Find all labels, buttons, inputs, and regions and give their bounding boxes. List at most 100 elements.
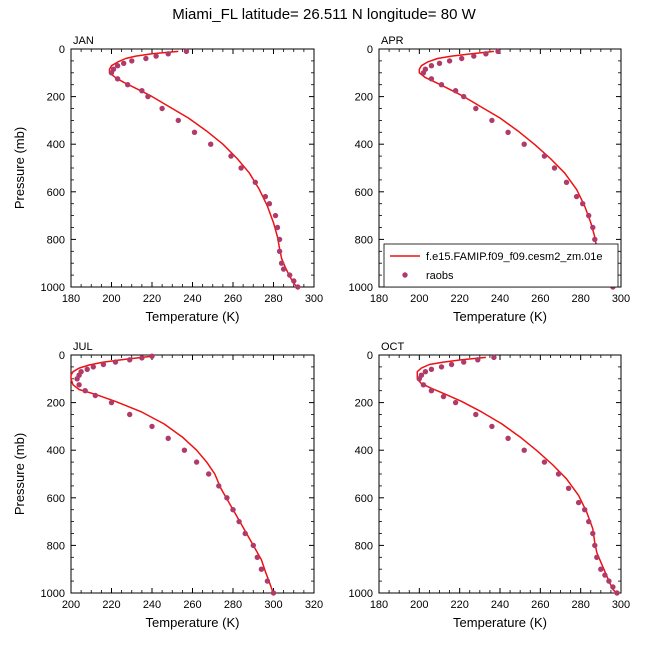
panel-jul-ytick-label: 400 bbox=[47, 445, 65, 457]
panel-jul-raobs-point bbox=[206, 471, 212, 477]
panel-apr-raobs-point bbox=[446, 58, 453, 64]
panel-oct-xtick-label: 280 bbox=[571, 599, 589, 611]
panel-apr-raobs-point bbox=[495, 48, 501, 55]
panel-jan-raobs-point bbox=[295, 284, 301, 290]
panel-oct-raobs-point bbox=[505, 435, 511, 441]
panel-oct-raobs-point bbox=[422, 369, 429, 375]
panel-jan-xtick-label: 240 bbox=[183, 293, 201, 305]
panel-oct-raobs-point bbox=[452, 399, 459, 406]
panel-jan-raobs-point bbox=[114, 62, 121, 69]
panel-jul-ytick-label: 1000 bbox=[41, 588, 65, 600]
panel-jul-raobs-point bbox=[250, 542, 256, 549]
panel-apr-raobs-point bbox=[573, 193, 580, 200]
panel-apr-raobs-point bbox=[592, 236, 598, 243]
panel-jul-raobs-point bbox=[254, 554, 260, 560]
panel-jan-raobs-point bbox=[139, 88, 145, 94]
panel-jan-ytick-label: 600 bbox=[47, 187, 65, 199]
panel-apr-xtick-label: 180 bbox=[370, 293, 388, 305]
panel-apr-xtick-label: 280 bbox=[571, 293, 589, 305]
panel-oct-raobs-point bbox=[586, 518, 592, 525]
panel-jan-raobs-point bbox=[183, 48, 190, 55]
panel-jul-ytick-label: 600 bbox=[47, 493, 65, 505]
panel-oct-ytick-label: 400 bbox=[355, 445, 373, 457]
panel-jul-model-line bbox=[70, 355, 275, 594]
panel-jul-xtick-label: 200 bbox=[62, 599, 80, 611]
panel-apr-raobs-point bbox=[505, 129, 511, 135]
panel-apr-xlabel: Temperature (K) bbox=[453, 309, 547, 324]
panel-jan-xtick-label: 300 bbox=[305, 293, 323, 305]
panel-jan-raobs-point bbox=[175, 117, 181, 124]
panel-jan-xtick-label: 280 bbox=[264, 293, 282, 305]
panel-oct-model-line bbox=[416, 356, 618, 595]
panel-oct-raobs-point bbox=[592, 542, 598, 549]
panel-jul-raobs-point bbox=[127, 357, 133, 363]
panel-jul-xlabel: Temperature (K) bbox=[146, 615, 240, 630]
panel-oct-raobs-point bbox=[610, 584, 616, 590]
panel-oct-raobs-point bbox=[420, 382, 427, 388]
panel-jul-raobs-point bbox=[216, 483, 222, 489]
panel-jul-raobs-point bbox=[242, 530, 248, 537]
panel-jan-raobs-point bbox=[272, 212, 279, 219]
panel-jan-xlabel: Temperature (K) bbox=[146, 309, 240, 324]
panel-apr-raobs-point bbox=[438, 82, 445, 88]
panel-jan-raobs-point bbox=[121, 60, 127, 66]
legend-raobs-marker bbox=[402, 272, 408, 278]
panel-jan-raobs-point bbox=[208, 141, 214, 147]
panel-oct-raobs-point bbox=[541, 459, 548, 465]
panel-jul-xtick-label: 220 bbox=[102, 599, 120, 611]
panel-jan-ytick-label: 1000 bbox=[41, 282, 65, 294]
panel-oct-raobs-point bbox=[438, 364, 445, 370]
panel-jul-raobs-point bbox=[90, 364, 97, 370]
panel-jan-raobs-point bbox=[159, 105, 165, 112]
panel-oct-ytick-label: 200 bbox=[355, 398, 373, 410]
panel-jul-raobs-point bbox=[165, 435, 171, 441]
panel-apr-raobs-point bbox=[436, 60, 443, 66]
panel-oct-label: OCT bbox=[381, 341, 405, 353]
panel-apr-raobs-point bbox=[483, 51, 489, 57]
panel-oct-raobs-point bbox=[521, 447, 527, 453]
panel-jan-raobs-point bbox=[145, 93, 151, 100]
panel-apr-ytick-label: 600 bbox=[355, 187, 373, 199]
panel-jan-raobs-point bbox=[252, 179, 258, 185]
panel-jul-raobs-point bbox=[112, 359, 119, 365]
panel-jan-raobs-point bbox=[114, 76, 121, 82]
panel-oct-raobs-point bbox=[461, 359, 467, 365]
panel-apr-raobs-point bbox=[428, 62, 435, 69]
panel-jul-xtick-label: 260 bbox=[183, 599, 201, 611]
panel-jul-ylabel: Pressure (mb) bbox=[12, 433, 27, 515]
panel-jan-raobs-point bbox=[287, 272, 293, 278]
panel-jan-model-line bbox=[108, 50, 299, 289]
panel-oct-xtick-label: 300 bbox=[612, 599, 630, 611]
panel-oct-raobs-point bbox=[565, 485, 572, 491]
panel-oct-raobs-point bbox=[428, 388, 435, 394]
panel-oct-raobs-point bbox=[475, 357, 481, 363]
panel-oct-raobs-point bbox=[555, 471, 562, 477]
panel-oct-raobs-point bbox=[614, 590, 620, 596]
panel-oct-raobs-point bbox=[594, 554, 600, 560]
panel-apr-xtick-label: 300 bbox=[612, 293, 630, 305]
panel-oct-raobs-point bbox=[598, 566, 604, 572]
panel-apr-raobs-point bbox=[489, 117, 495, 124]
panel-oct-raobs-point bbox=[606, 578, 612, 584]
legend-box bbox=[383, 243, 619, 288]
panel-jan-raobs-point bbox=[274, 224, 281, 231]
panel-oct-frame bbox=[378, 354, 622, 594]
panel-oct-ytick-label: 1000 bbox=[349, 588, 373, 600]
panel-jul-raobs-point bbox=[264, 578, 271, 584]
panel-apr-xtick-label: 260 bbox=[531, 293, 549, 305]
panel-jul-label: JUL bbox=[73, 341, 93, 353]
panel-oct-xtick-label: 260 bbox=[531, 599, 549, 611]
panel-oct-raobs-point bbox=[440, 393, 447, 400]
panel-oct-xtick-label: 240 bbox=[491, 599, 509, 611]
panel-oct-raobs-point bbox=[491, 354, 497, 361]
panel-oct-ytick-label: 600 bbox=[355, 493, 373, 505]
panel-oct-raobs-point bbox=[489, 423, 495, 430]
panel-jan-ytick-label: 0 bbox=[59, 44, 65, 56]
panel-jan-ytick-label: 200 bbox=[47, 92, 65, 104]
panel-jan-label: JAN bbox=[73, 35, 94, 47]
panel-jan-ytick-label: 800 bbox=[47, 234, 65, 246]
panel-apr-label: APR bbox=[381, 35, 404, 47]
panel-jan-raobs-point bbox=[129, 58, 135, 64]
panel-oct-xtick-label: 220 bbox=[450, 599, 468, 611]
panel-apr-raobs-point bbox=[428, 76, 435, 82]
